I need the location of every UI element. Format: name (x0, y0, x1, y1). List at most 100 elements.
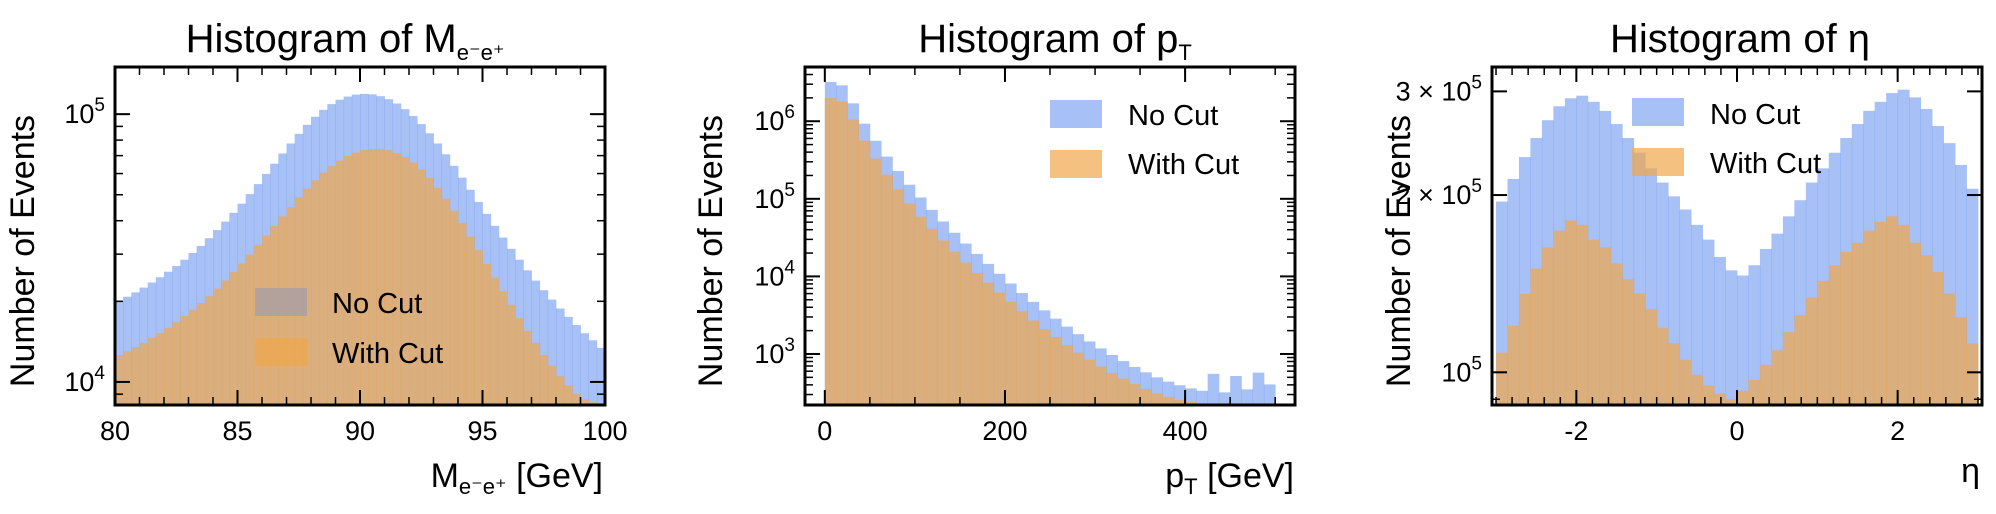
mass-bar-with-cut (580, 399, 590, 405)
mass-bar-with-cut (139, 342, 149, 405)
eta-bar-no-cut (1943, 143, 1956, 405)
eta-bar-with-cut (1553, 230, 1566, 405)
eta-bar-with-cut (1691, 374, 1703, 405)
eta-legend-with-cut-swatch (1632, 148, 1684, 176)
eta-bar-with-cut (1610, 263, 1623, 405)
mass-title: Histogram of Me⁻e⁺ (186, 17, 505, 65)
eta-legend-no-cut-label: No Cut (1710, 99, 1800, 131)
eta-bar-with-cut (1530, 268, 1543, 405)
mass-bar-with-cut (490, 277, 500, 405)
eta-title: Histogram of η (1610, 17, 1870, 61)
eta-bar-no-cut (1691, 224, 1703, 405)
mass-legend-with-cut-label: With Cut (332, 338, 443, 370)
pt-bar-no-cut (1263, 384, 1276, 405)
eta-y-tick-label: 105 (1441, 353, 1482, 387)
mass-bar-with-cut (319, 172, 328, 405)
pt-bar-no-cut (1140, 372, 1152, 405)
eta-plot-area (1490, 65, 1984, 407)
pt-y-tick-label: 105 (754, 180, 795, 214)
panel-pt: Histogram of pT 103 104 105 106 0 200 400 Num… (692, 17, 1297, 499)
mass-legend-no-cut-label: No Cut (332, 288, 422, 320)
eta-x-ticks: -2 0 2 (1495, 67, 1979, 446)
eta-bar-no-cut (1518, 157, 1531, 405)
mass-bar-with-cut (180, 316, 189, 405)
pt-x-tick-label: 400 (1163, 416, 1208, 446)
pt-bar-no-cut (1151, 377, 1163, 405)
eta-bar-with-cut (1920, 255, 1933, 405)
mass-bar-with-cut (458, 223, 467, 405)
pt-plot-area (803, 65, 1297, 407)
eta-bar-no-cut (1507, 178, 1520, 405)
pt-bar-with-cut (1083, 359, 1096, 405)
mass-bar-with-cut (507, 304, 516, 405)
mass-bar-with-cut (147, 337, 157, 405)
eta-x-tick-label: 2 (1890, 416, 1905, 446)
pt-bar-with-cut (836, 101, 848, 406)
pt-bar-with-cut (914, 216, 927, 405)
eta-bar-no-cut (1771, 233, 1784, 405)
mass-y-tick-label: 105 (64, 95, 105, 129)
pt-bar-with-cut (1072, 352, 1085, 405)
eta-bar-with-cut (1541, 247, 1554, 405)
eta-bar-with-cut (1656, 327, 1669, 405)
mass-y-ticks: 104 105 (64, 95, 605, 397)
eta-bar-with-cut (1966, 343, 1979, 405)
eta-bar-with-cut (1851, 242, 1864, 405)
mass-bar-with-cut (564, 385, 573, 405)
mass-bar-with-cut (523, 330, 532, 405)
mass-bar-no-cut (115, 301, 124, 405)
mass-bar-with-cut (376, 149, 385, 405)
pt-x-tick-label: 0 (817, 416, 832, 446)
mass-x-tick-label: 95 (467, 416, 497, 446)
pt-bar-with-cut (1038, 328, 1051, 405)
mass-bar-with-cut (417, 169, 426, 405)
pt-legend-no-cut-label: No Cut (1128, 100, 1218, 132)
mass-bar-with-cut (172, 322, 181, 405)
mass-bar-with-cut (515, 318, 524, 405)
eta-bar-with-cut (1622, 279, 1635, 405)
pt-bar-no-cut (1252, 372, 1265, 405)
mass-bar-with-cut (343, 155, 353, 405)
pt-bar-with-cut (1027, 320, 1040, 405)
mass-x-tick-label: 80 (100, 416, 130, 446)
eta-bar-with-cut (1668, 343, 1681, 405)
eta-bar-with-cut (1518, 293, 1531, 405)
eta-bar-with-cut (1496, 352, 1508, 405)
eta-bar-with-cut (1587, 239, 1600, 405)
eta-bar-no-cut (1668, 196, 1681, 405)
eta-bar-with-cut (1863, 230, 1876, 405)
mass-bar-with-cut (360, 150, 369, 405)
pt-bar-no-cut (1241, 389, 1254, 405)
pt-bar-no-cut (1218, 392, 1231, 405)
eta-y-tick-label: 3 × 105 (1396, 72, 1482, 106)
pt-x-axis-label: pT [GeV] (1165, 457, 1294, 499)
eta-bar-no-cut (1725, 270, 1738, 405)
pt-y-tick-label: 104 (754, 257, 795, 291)
eta-bar-with-cut (1805, 297, 1818, 405)
pt-legend-no-cut-swatch (1050, 100, 1102, 128)
eta-bar-no-cut (1955, 164, 1967, 405)
eta-legend-with-cut-label: With Cut (1710, 148, 1821, 180)
pt-bar-with-cut (1173, 400, 1186, 405)
pt-bar-with-cut (993, 292, 1006, 405)
mass-bar-no-cut (564, 316, 573, 405)
mass-bar-no-cut (539, 290, 549, 405)
mass-bar-with-cut (572, 394, 581, 405)
eta-bar-with-cut (1702, 385, 1715, 405)
mass-legend-no-cut-overlap (255, 288, 307, 316)
pt-bar-no-cut (1196, 390, 1209, 405)
eta-bar-no-cut (1622, 138, 1635, 405)
eta-bar-with-cut (1955, 317, 1967, 405)
mass-legend-no-cut-swatch (255, 288, 307, 316)
eta-bar-no-cut (1759, 248, 1772, 405)
pt-bar-with-cut (858, 140, 871, 405)
pt-legend-with-cut-swatch (1050, 150, 1102, 178)
mass-bar-no-cut (580, 333, 590, 405)
mass-bar-with-cut (433, 187, 443, 405)
eta-bar-no-cut (1714, 256, 1726, 405)
pt-bar-with-cut (869, 158, 882, 405)
pt-bar-with-cut (948, 251, 961, 405)
pt-bar-no-cut (1173, 385, 1186, 405)
eta-bar-no-cut (1794, 200, 1807, 405)
